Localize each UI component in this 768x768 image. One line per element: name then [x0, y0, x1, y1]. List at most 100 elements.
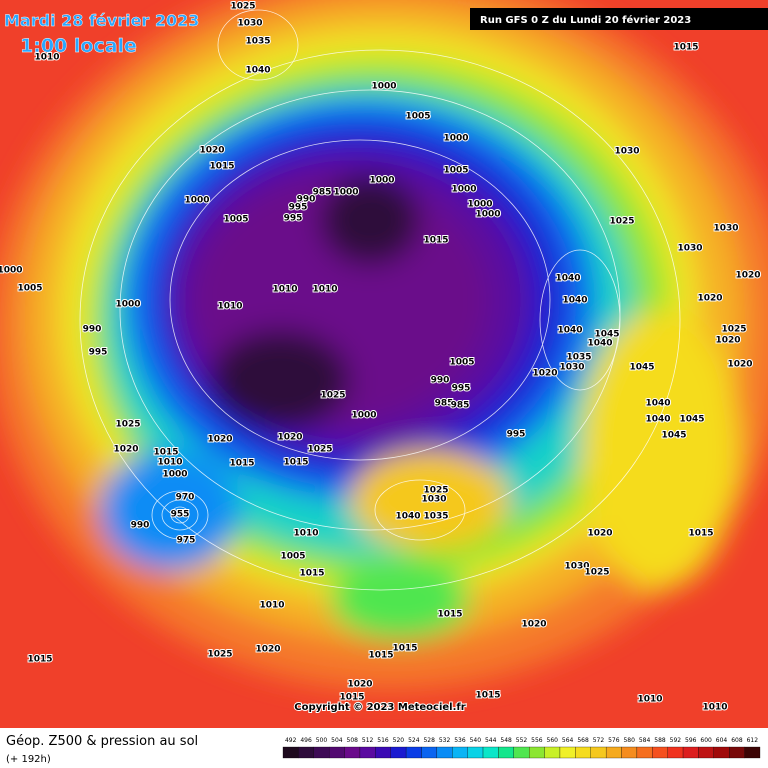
scale-label: 608 — [731, 737, 743, 744]
pressure-label: 1010 — [157, 458, 182, 468]
pressure-label: 1040 — [645, 415, 670, 425]
pressure-label: 1015 — [673, 43, 698, 53]
pressure-label: 1000 — [333, 188, 358, 198]
scale-swatch — [452, 746, 468, 759]
scale-swatch — [713, 746, 730, 759]
scale-label: 584 — [639, 737, 651, 744]
scale-label: 592 — [670, 737, 682, 744]
scale-swatch — [282, 746, 299, 759]
pressure-label: 1020 — [113, 445, 138, 455]
pressure-label: 1000 — [162, 470, 187, 480]
pressure-label: 1030 — [564, 562, 589, 572]
pressure-label: 1010 — [312, 285, 337, 295]
pressure-label: 990 — [431, 376, 450, 386]
scale-label: 536 — [454, 737, 466, 744]
geopotential-field — [0, 0, 768, 728]
footer-subtitle: (+ 192h) — [6, 754, 51, 765]
pressure-label: 1015 — [283, 458, 308, 468]
pressure-label: 1015 — [229, 459, 254, 469]
pressure-label: 1000 — [451, 185, 476, 195]
pressure-label: 1000 — [371, 82, 396, 92]
scale-label: 600 — [700, 737, 712, 744]
pressure-label: 970 — [176, 493, 195, 503]
scale-label: 516 — [377, 737, 389, 744]
pressure-label: 1000 — [0, 266, 23, 276]
pressure-label: 1030 — [559, 363, 584, 373]
scale-label: 540 — [470, 737, 482, 744]
scale-swatch — [436, 746, 453, 759]
pressure-label: 1005 — [405, 112, 430, 122]
pressure-label: 1025 — [115, 420, 140, 430]
pressure-label: 1030 — [237, 19, 262, 29]
scale-label: 548 — [500, 737, 512, 744]
pressure-label: 1025 — [609, 217, 634, 227]
run-banner — [470, 8, 768, 30]
pressure-label: 1040 — [245, 66, 270, 76]
pressure-label: 1040 — [395, 512, 420, 522]
pressure-label: 1015 — [688, 529, 713, 539]
pressure-label: 1030 — [614, 147, 639, 157]
pressure-label: 1000 — [369, 176, 394, 186]
pressure-label: 990 — [83, 325, 102, 335]
pressure-label: 995 — [507, 430, 526, 440]
scale-swatch — [390, 746, 407, 759]
scale-label: 564 — [562, 737, 574, 744]
pressure-label: 1000 — [443, 134, 468, 144]
pressure-label: 1020 — [347, 680, 372, 690]
pressure-label: 985 — [435, 399, 454, 409]
pressure-label: 1010 — [702, 703, 727, 713]
scale-swatch — [467, 746, 484, 759]
pressure-label: 1030 — [677, 244, 702, 254]
scale-swatch — [652, 746, 668, 759]
pressure-label: 1020 — [697, 294, 722, 304]
scale-swatch — [636, 746, 653, 759]
pressure-label: 1000 — [351, 411, 376, 421]
pressure-label: 1005 — [280, 552, 305, 562]
pressure-label: 1015 — [209, 162, 234, 172]
pressure-label: 1020 — [521, 620, 546, 630]
scale-label: 544 — [485, 737, 497, 744]
pressure-label: 1000 — [115, 300, 140, 310]
scale-swatch — [698, 746, 714, 759]
pressure-label: 1005 — [443, 166, 468, 176]
pressure-label: 1010 — [259, 601, 284, 611]
pressure-label: 1040 — [562, 296, 587, 306]
pressure-label: 1010 — [637, 695, 662, 705]
scale-label: 612 — [747, 737, 759, 744]
pressure-label: 1020 — [587, 529, 612, 539]
scale-swatch — [359, 746, 376, 759]
pressure-label: 975 — [177, 536, 196, 546]
scale-label: 500 — [316, 737, 328, 744]
scale-label: 588 — [654, 737, 666, 744]
map-date: Mardi 28 février 2023 — [4, 11, 199, 30]
run-info: Run GFS 0 Z du Lundi 20 février 2023 — [480, 14, 691, 26]
pressure-label: 1015 — [153, 448, 178, 458]
pressure-label: 1030 — [713, 224, 738, 234]
pressure-label: 1020 — [255, 645, 280, 655]
scale-swatch — [298, 746, 314, 759]
pressure-label: 1040 — [557, 326, 582, 336]
scale-swatch — [744, 746, 761, 759]
pressure-labels: 1025103010351040101010151000100510001005… — [0, 1, 762, 714]
scale-swatch — [575, 746, 591, 759]
pressure-label: 1025 — [307, 445, 332, 455]
pressure-label: 1040 — [587, 339, 612, 349]
pressure-label: 1020 — [532, 369, 557, 379]
pressure-label: 1045 — [679, 415, 704, 425]
pressure-label: 1015 — [299, 569, 324, 579]
pressure-label: 1015 — [423, 236, 448, 246]
scale-swatch — [529, 746, 545, 759]
scale-label: 508 — [347, 737, 359, 744]
scale-label: 576 — [608, 737, 620, 744]
pressure-label: 1015 — [339, 693, 364, 703]
map-time: 1:00 locale — [20, 35, 137, 57]
pressure-label: 1035 — [245, 37, 270, 47]
pressure-label: 1025 — [423, 486, 448, 496]
pressure-label: 1025 — [320, 391, 345, 401]
scale-swatch — [405, 746, 422, 759]
pressure-label: 1040 — [555, 274, 580, 284]
scale-label: 512 — [362, 737, 374, 744]
pressure-label: 995 — [89, 348, 108, 358]
pressure-label: 1015 — [368, 651, 393, 661]
